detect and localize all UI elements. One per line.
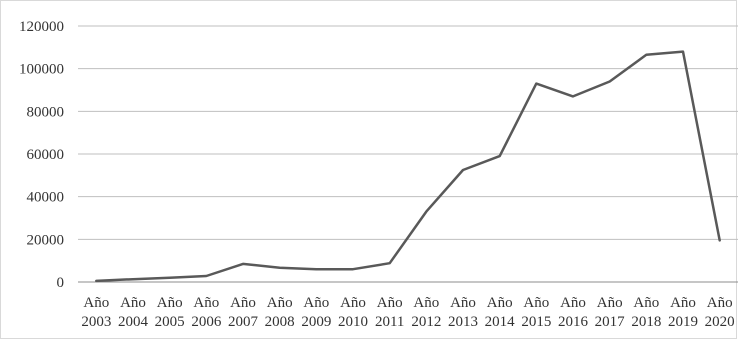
x-tick-label: Año 2009 xyxy=(301,295,331,330)
x-tick-label: Año 2004 xyxy=(118,295,149,330)
x-tick-label: Año 2014 xyxy=(485,295,516,330)
y-tick-label: 0 xyxy=(57,275,65,291)
x-tick-label: Año 2005 xyxy=(155,295,185,330)
x-tick-label: Año 2019 xyxy=(668,295,698,330)
x-tick-label: Año 2018 xyxy=(631,295,661,330)
x-tick-label: Año 2017 xyxy=(595,295,626,330)
x-tick-label-line1: Año xyxy=(193,295,219,311)
x-tick-label-line1: Año xyxy=(340,295,366,311)
x-tick-label: Año 2020 xyxy=(705,295,735,330)
x-tick-label: Año 2010 xyxy=(338,295,368,330)
x-tick-label: Año 2003 xyxy=(81,295,111,330)
x-tick-label-line2: 2005 xyxy=(155,314,185,330)
x-tick-label: Año 2015 xyxy=(521,295,551,330)
x-tick-label-line2: 2017 xyxy=(595,314,626,330)
x-tick-label-line2: 2003 xyxy=(81,314,111,330)
y-tick-label: 40000 xyxy=(27,190,65,206)
x-tick-label-line1: Año xyxy=(707,295,733,311)
x-tick-label-line1: Año xyxy=(487,295,513,311)
x-tick-label-line2: 2016 xyxy=(558,314,589,330)
x-tick-label: Año 2007 xyxy=(228,295,259,330)
x-tick-label-line2: 2006 xyxy=(191,314,222,330)
x-tick-label-line2: 2015 xyxy=(521,314,551,330)
x-tick-label-line1: Año xyxy=(230,295,256,311)
x-tick-label: Año 2008 xyxy=(265,295,295,330)
x-tick-label-line2: 2014 xyxy=(485,314,516,330)
x-tick-label-line2: 2004 xyxy=(118,314,149,330)
y-tick-label: 80000 xyxy=(27,104,65,120)
x-tick-label: Año 2012 xyxy=(411,295,441,330)
x-tick-label-line2: 2008 xyxy=(265,314,295,330)
x-tick-label: Año 2006 xyxy=(191,295,222,330)
x-tick-label-line1: Año xyxy=(670,295,696,311)
y-tick-label: 60000 xyxy=(27,147,65,163)
x-tick-label: Año 2011 xyxy=(375,295,404,330)
x-tick-label-line2: 2007 xyxy=(228,314,259,330)
y-tick-label: 20000 xyxy=(27,232,65,248)
x-tick-label-line1: Año xyxy=(560,295,586,311)
x-tick-label-line1: Año xyxy=(120,295,146,311)
x-tick-label-line1: Año xyxy=(633,295,659,311)
x-tick-label-line1: Año xyxy=(83,295,109,311)
x-tick-label-line2: 2018 xyxy=(631,314,661,330)
x-tick-label-line2: 2011 xyxy=(375,314,404,330)
series-layer xyxy=(95,50,721,283)
x-tick-label-line2: 2012 xyxy=(411,314,441,330)
gridlines xyxy=(78,25,738,283)
x-tick-label: Año 2016 xyxy=(558,295,589,330)
x-tick-label-line2: 2009 xyxy=(301,314,331,330)
x-axis: Año 2003 Año 2004 Año 2005 Año 2006 Año 2007 Año 20… xyxy=(81,295,734,330)
x-tick-label-line1: Año xyxy=(377,295,403,311)
x-tick-label-line1: Año xyxy=(267,295,293,311)
x-tick-label-line1: Año xyxy=(450,295,476,311)
x-tick-label-line1: Año xyxy=(157,295,183,311)
x-tick-label-line1: Año xyxy=(523,295,549,311)
y-tick-label: 100000 xyxy=(19,62,64,78)
x-tick-label: Año 2013 xyxy=(448,295,478,330)
y-tick-label: 120000 xyxy=(19,19,64,35)
x-tick-label-line2: 2020 xyxy=(705,314,735,330)
x-tick-label-line1: Año xyxy=(303,295,329,311)
y-axis: 0 20000 40000 60000 80000 100000 120000 xyxy=(19,19,64,291)
x-tick-label-line2: 2019 xyxy=(668,314,698,330)
x-tick-label-line2: 2013 xyxy=(448,314,478,330)
series-line xyxy=(95,50,721,283)
x-tick-label-line2: 2010 xyxy=(338,314,368,330)
x-tick-label-line1: Año xyxy=(413,295,439,311)
x-tick-label-line1: Año xyxy=(597,295,623,311)
